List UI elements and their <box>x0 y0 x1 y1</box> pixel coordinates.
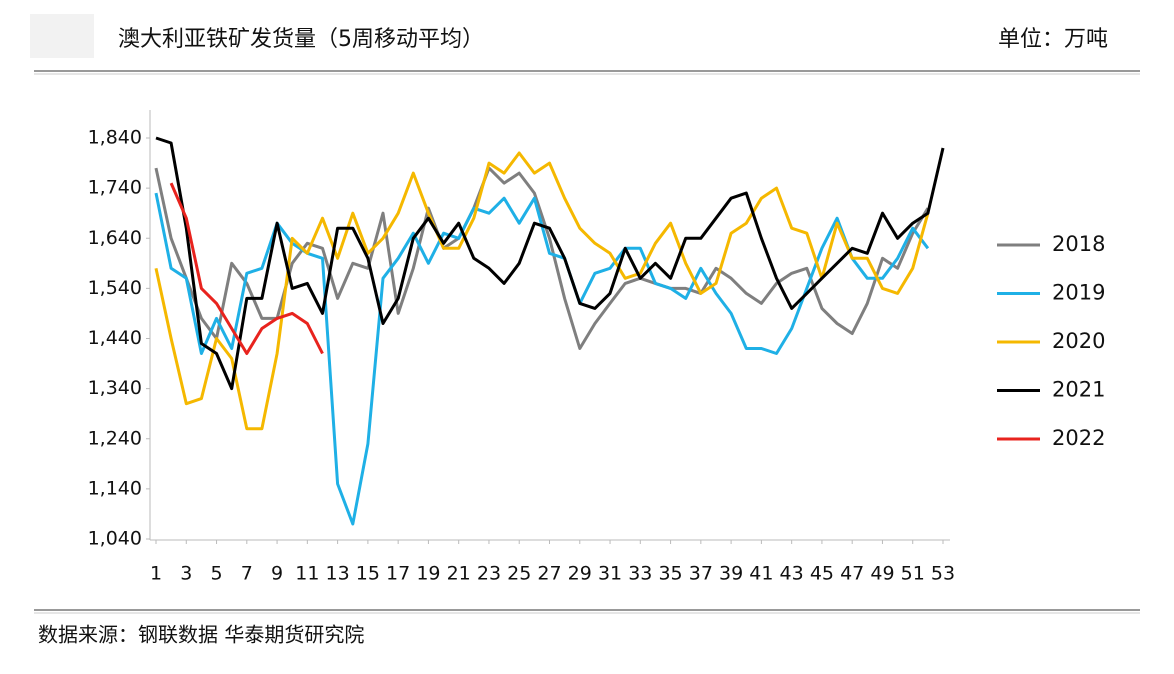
unit-label: 单位：万吨 <box>998 27 1108 52</box>
y-tick-label: 1,540 <box>88 277 142 299</box>
x-tick-label: 31 <box>598 563 622 585</box>
series-line <box>154 151 930 431</box>
y-tick-label: 1,640 <box>88 227 142 249</box>
y-tick-label: 1,740 <box>88 177 142 199</box>
x-tick-label: 15 <box>356 563 380 585</box>
series-line <box>169 182 324 355</box>
x-tick-label: 29 <box>568 563 592 585</box>
y-tick-label: 1,440 <box>88 327 142 349</box>
x-tick-label: 45 <box>810 563 834 585</box>
x-tick-label: 11 <box>295 563 319 585</box>
x-tick-label: 39 <box>719 563 743 585</box>
y-tick-label: 1,240 <box>88 427 142 449</box>
y-tick-label: 1,040 <box>88 528 142 550</box>
chart-title: 澳大利亚铁矿发货量（5周移动平均） <box>118 27 484 52</box>
legend-label: 2022 <box>1052 426 1105 450</box>
y-tick-label: 1,840 <box>88 127 142 149</box>
x-tick-label: 5 <box>210 563 222 585</box>
x-tick-label: 33 <box>628 563 652 585</box>
x-tick-label: 49 <box>870 563 894 585</box>
x-tick-label: 7 <box>241 563 253 585</box>
x-tick-label: 19 <box>416 563 440 585</box>
legend-label: 2020 <box>1052 329 1105 353</box>
legend-label: 2018 <box>1052 232 1105 256</box>
legend-label: 2021 <box>1052 378 1105 402</box>
x-tick-label: 25 <box>507 563 531 585</box>
x-tick-label: 43 <box>780 563 804 585</box>
x-tick-label: 1 <box>150 563 162 585</box>
x-tick-label: 27 <box>537 563 561 585</box>
x-tick-label: 21 <box>447 563 471 585</box>
blurred-logo <box>30 14 94 58</box>
legend-label: 2019 <box>1052 281 1105 305</box>
x-tick-label: 47 <box>840 563 864 585</box>
y-tick-label: 1,340 <box>88 377 142 399</box>
x-tick-label: 41 <box>749 563 773 585</box>
x-tick-label: 51 <box>901 563 925 585</box>
x-tick-label: 23 <box>477 563 501 585</box>
x-tick-label: 13 <box>326 563 350 585</box>
y-tick-label: 1,140 <box>88 477 142 499</box>
x-tick-label: 9 <box>271 563 283 585</box>
x-tick-label: 3 <box>180 563 192 585</box>
series-line <box>155 136 945 391</box>
source-note: 数据来源：钢联数据 华泰期货研究院 <box>38 623 364 647</box>
x-tick-label: 35 <box>658 563 682 585</box>
x-tick-label: 37 <box>689 563 713 585</box>
x-tick-label: 17 <box>386 563 410 585</box>
x-tick-label: 53 <box>931 563 955 585</box>
